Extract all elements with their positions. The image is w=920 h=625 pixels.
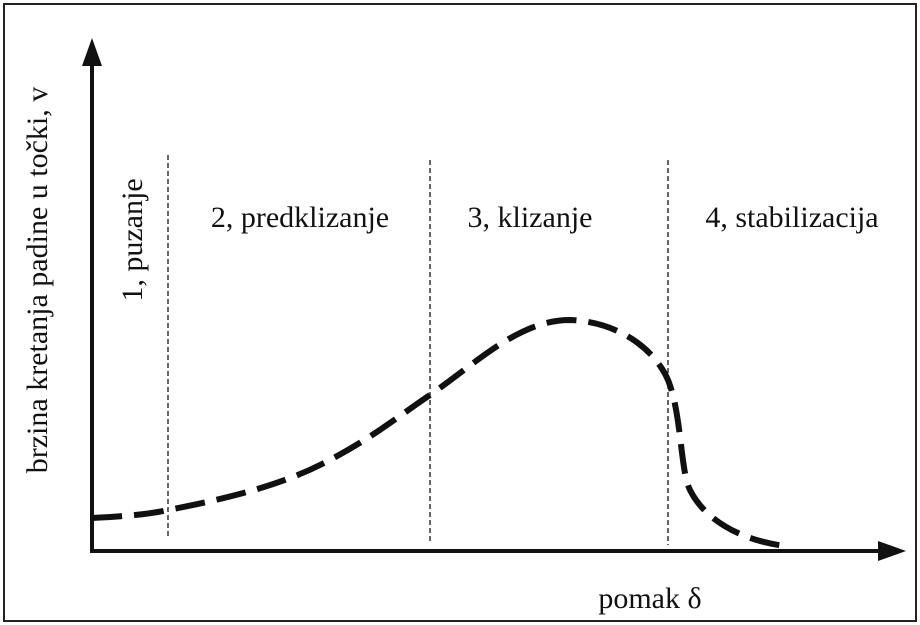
frame [3,3,917,622]
phase-label: 4, stabilizacija [705,201,878,234]
phase-label: 3, klizanje [468,201,593,234]
velocity-curve [91,316,786,549]
phase-label: 1, puzanje [116,178,149,301]
x-axis-arrow [878,541,906,561]
y-axis-arrow [82,38,102,66]
phase-label: 2, predklizanje [211,201,389,234]
x-axis-label: pomak δ [598,582,701,615]
y-axis-label: brzina kretanja padine u točki, v [21,87,54,474]
